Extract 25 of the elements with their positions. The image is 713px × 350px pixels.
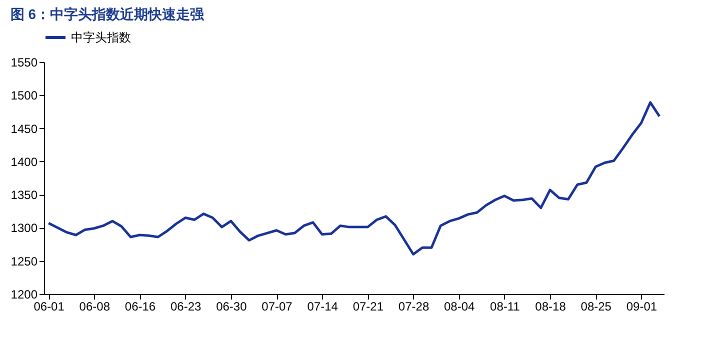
legend-label: 中字头指数	[71, 30, 131, 44]
x-tick-label: 06-23	[170, 300, 202, 314]
x-tick-label: 09-01	[626, 300, 658, 314]
x-tick-label: 06-08	[79, 300, 110, 314]
x-tick-label: 08-11	[490, 300, 520, 314]
x-tick-label: 08-04	[444, 300, 476, 314]
x-tick-label: 07-14	[307, 300, 338, 314]
y-tick-label: 1350	[10, 188, 38, 202]
x-tick-label: 08-25	[580, 300, 612, 314]
y-tick-label: 1450	[10, 122, 38, 136]
x-tick-label: 06-01	[34, 300, 65, 314]
chart-title: 图 6：中字头指数近期快速走强	[10, 6, 205, 22]
x-tick-label: 07-21	[352, 300, 384, 314]
y-tick-label: 1500	[10, 88, 38, 103]
y-tick-label: 1250	[10, 254, 38, 268]
x-tick-label: 08-18	[535, 300, 566, 314]
x-tick-label: 06-30	[216, 300, 248, 314]
y-tick-label: 1300	[10, 221, 38, 236]
y-tick-label: 1200	[10, 288, 38, 302]
x-tick-label: 06-16	[124, 300, 156, 314]
line-series	[47, 101, 661, 256]
y-tick-label: 1400	[10, 154, 38, 169]
x-tick-label: 07-07	[262, 300, 293, 314]
x-tick-label: 07-28	[398, 300, 430, 314]
y-tick-label: 1550	[10, 56, 38, 70]
